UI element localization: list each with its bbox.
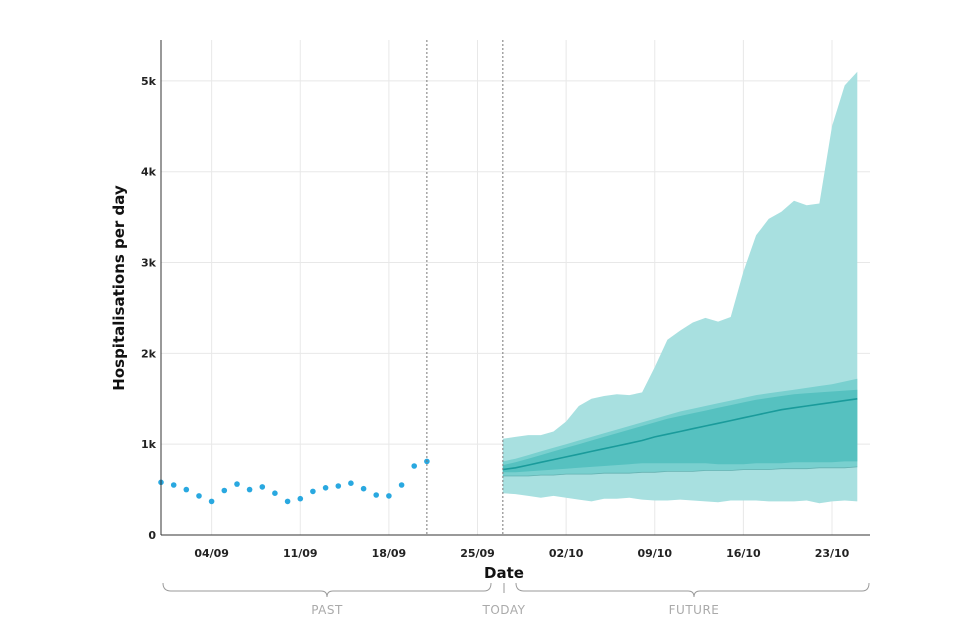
x-tick-label: 16/10 <box>726 547 761 560</box>
observed-point <box>310 488 316 495</box>
period-label-future: FUTURE <box>669 603 720 617</box>
x-tick-label: 25/09 <box>460 547 495 560</box>
x-tick-label: 11/09 <box>283 547 318 560</box>
x-tick-label: 04/09 <box>194 547 229 560</box>
period-brackets: PAST TODAY FUTURE <box>162 582 870 617</box>
observed-point <box>221 487 228 494</box>
y-tick-label: 5k <box>141 75 157 88</box>
y-tick-label: 3k <box>141 257 157 270</box>
observed-point <box>284 498 291 505</box>
axis-labels: Hospitalisations per day Date <box>110 185 524 582</box>
scenario-line-low <box>502 466 858 477</box>
observed-points <box>158 458 430 505</box>
observed-point <box>234 481 240 487</box>
observed-point <box>360 485 367 492</box>
observed-point <box>183 486 190 493</box>
y-axis-title: Hospitalisations per day <box>110 185 128 391</box>
observed-point <box>259 484 266 490</box>
observed-point <box>208 498 215 505</box>
x-tick-label: 02/10 <box>549 547 584 560</box>
observed-point <box>322 485 329 491</box>
observed-point <box>272 490 278 497</box>
y-tick-label: 4k <box>141 166 157 179</box>
observed-point <box>373 492 380 498</box>
observed-point <box>411 463 418 469</box>
observed-point <box>246 486 253 493</box>
observed-point <box>348 480 354 487</box>
period-label-today: TODAY <box>482 603 526 617</box>
y-tick-label: 0 <box>148 529 156 542</box>
y-tick-label: 2k <box>141 347 157 360</box>
period-label-past: PAST <box>311 603 343 617</box>
y-tick-label: 1k <box>141 438 157 451</box>
observed-point <box>386 493 392 499</box>
future-bracket <box>515 582 870 598</box>
observed-point <box>170 482 177 488</box>
x-tick-label: 18/09 <box>372 547 407 560</box>
median-line <box>502 398 858 471</box>
observed-point <box>398 482 405 488</box>
x-tick-label: 23/10 <box>815 547 850 560</box>
past-bracket <box>162 582 492 598</box>
x-axis-title: Date <box>484 564 524 582</box>
observed-point <box>335 483 342 489</box>
forecast-bands <box>502 71 858 504</box>
axes: 0 1k 2k 3k 4k 5k 04/09 11/09 18/09 25/09 02/10 09/1… <box>141 40 870 560</box>
observed-point <box>196 493 202 499</box>
observed-point <box>297 495 304 502</box>
x-tick-label: 09/10 <box>637 547 672 560</box>
